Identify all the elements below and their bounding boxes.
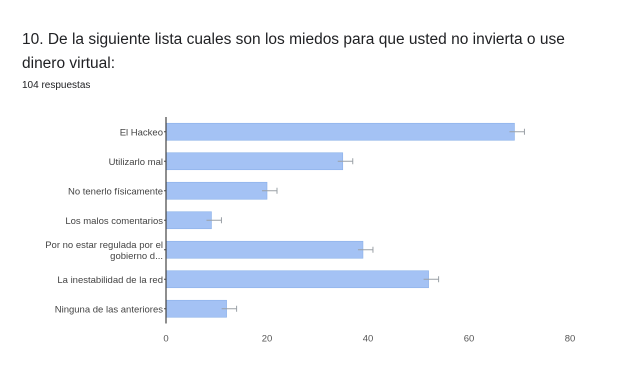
x-tick-label: 20 [262,334,273,345]
bar [165,270,429,289]
bar [165,122,515,141]
category-label: Ninguna de las anteriores [55,304,164,315]
category-label: No tenerlo físicamente [68,186,163,197]
x-tick-label: 0 [163,334,168,345]
bar [165,181,268,200]
category-label: Utilizarlo mal [109,157,163,168]
category-label: Los malos comentarios [65,216,163,227]
question-title: 10. De la siguiente lista cuales son los… [22,31,565,72]
bar [165,299,227,318]
bar [165,152,344,171]
x-tick-label: 60 [464,334,475,345]
x-tick-label: 80 [565,334,576,345]
x-tick-label: 40 [363,334,374,345]
category-label: El Hackeo [120,127,163,138]
bar [165,211,212,230]
category-label: La inestabilidad de la red [57,275,163,286]
category-label: Por no estar regulada por el gobierno d..… [45,240,163,262]
response-count: 104 respuestas [22,80,91,91]
bar [165,240,364,259]
question-card [10,8,611,362]
